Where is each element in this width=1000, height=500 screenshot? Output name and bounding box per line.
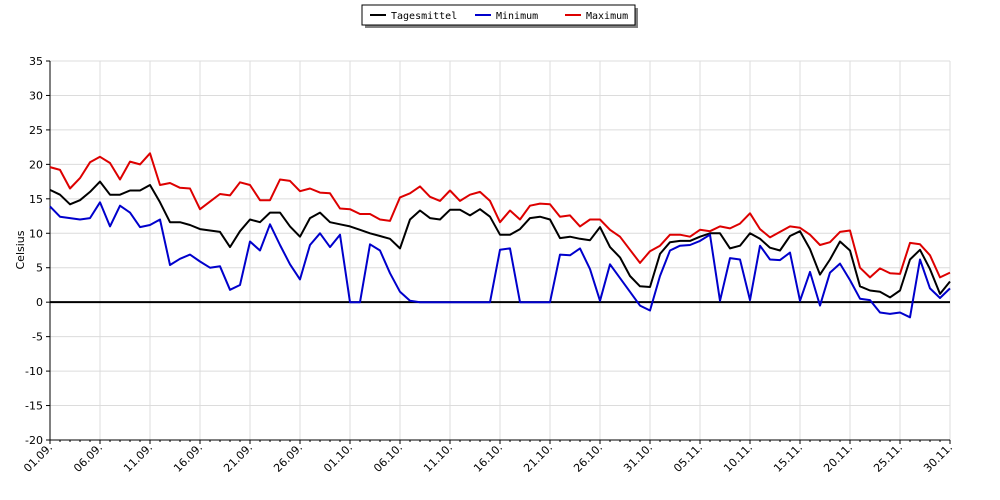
y-tick-label: 20: [29, 158, 43, 171]
y-tick-label: -5: [32, 331, 43, 344]
x-tick-label: 26.10.: [571, 441, 605, 475]
series-group: [49, 152, 951, 319]
series-line-minimum: [49, 201, 951, 319]
y-tick-label: 5: [36, 262, 43, 275]
y-tick-label: -10: [25, 365, 43, 378]
y-tick-label: -15: [25, 400, 43, 413]
y-tick-label: 10: [29, 227, 43, 240]
x-tick-label: 11.09.: [121, 441, 155, 475]
y-tick-label: 35: [29, 55, 43, 68]
legend-box: [361, 4, 636, 26]
x-tick-label: 31.10.: [621, 441, 655, 475]
legend-label: Tagesmittel: [391, 11, 457, 22]
series-line-tagesmittel: [49, 180, 951, 299]
legend-label: Maximum: [586, 11, 628, 22]
y-tick-label: 0: [36, 296, 43, 309]
y-tick-label: 15: [29, 193, 43, 206]
legend-label: Minimum: [496, 11, 538, 22]
x-tick-label: 30.11.: [921, 441, 955, 475]
x-tick-label: 26.09.: [271, 441, 305, 475]
y-axis-title: Celsius: [14, 230, 27, 269]
x-tick-label: 20.11.: [821, 441, 855, 475]
x-tick-label: 11.10.: [421, 441, 455, 475]
x-tick-label: 05.11.: [671, 441, 705, 475]
y-tick-label: 30: [29, 89, 43, 102]
x-tick-label: 15.11.: [771, 441, 805, 475]
x-tick-label: 21.09.: [221, 441, 255, 475]
x-tick-label: 25.11.: [871, 441, 905, 475]
series-line-maximum: [49, 152, 951, 279]
x-tick-label: 06.10.: [371, 441, 405, 475]
x-tick-label: 10.11.: [721, 441, 755, 475]
y-tick-label: -20: [25, 434, 43, 447]
x-tick-label: 06.09.: [71, 441, 105, 475]
x-tick-label: 21.10.: [521, 441, 555, 475]
x-tick-label: 01.10.: [321, 441, 355, 475]
grid: [49, 60, 951, 441]
x-tick-label: 16.10.: [471, 441, 505, 475]
x-tick-label: 16.09.: [171, 441, 205, 475]
legend: Tagesmittel Minimum Maximum: [361, 4, 638, 28]
y-tick-label: 25: [29, 124, 43, 137]
